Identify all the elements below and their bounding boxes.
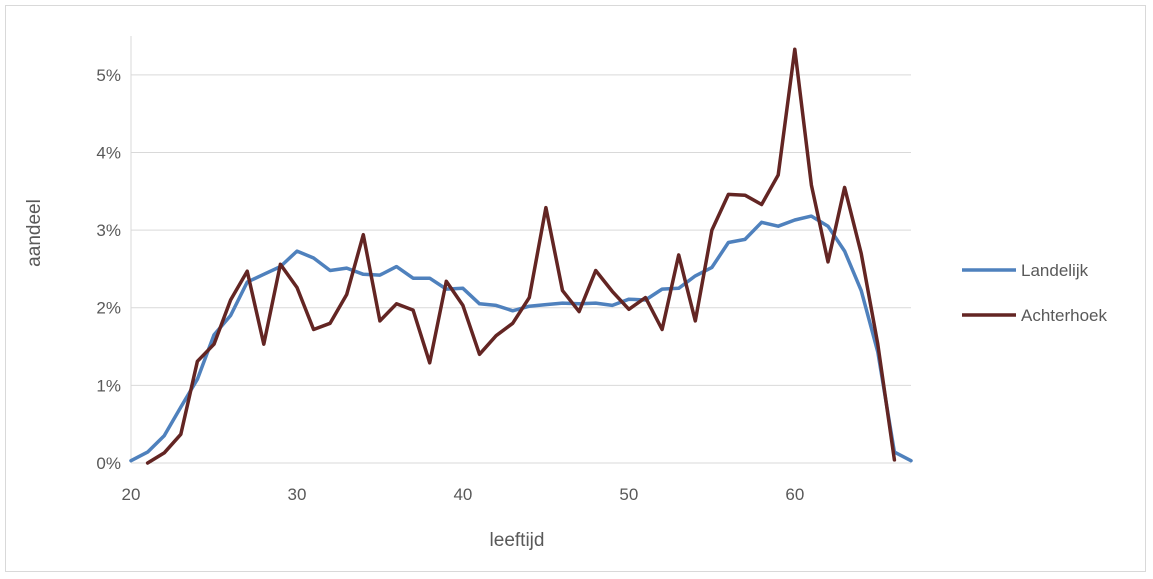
series-line-landelijk xyxy=(129,214,913,463)
x-tick-label: 30 xyxy=(287,485,306,504)
gridlines xyxy=(131,74,911,386)
series-line-achterhoek xyxy=(145,47,897,465)
axes xyxy=(130,36,911,464)
x-tick-label: 60 xyxy=(785,485,804,504)
y-tick-label: 5% xyxy=(96,66,121,85)
x-tick-label: 20 xyxy=(122,485,141,504)
legend-label: Achterhoek xyxy=(1021,306,1107,325)
y-axis-title: aandeel xyxy=(24,199,45,267)
y-tick-label: 0% xyxy=(96,454,121,473)
y-tick-label: 4% xyxy=(96,143,121,162)
y-axis-ticks: 0% 1% 2% 3% 4% 5% xyxy=(96,66,121,473)
legend-item: Landelijk xyxy=(962,261,1089,280)
y-tick-label: 3% xyxy=(96,221,121,240)
x-tick-label: 50 xyxy=(619,485,638,504)
y-tick-label: 2% xyxy=(96,299,121,318)
legend-label: Landelijk xyxy=(1021,261,1089,280)
x-tick-label: 40 xyxy=(453,485,472,504)
series-lines xyxy=(129,47,913,465)
legend: Landelijk Achterhoek xyxy=(962,261,1107,325)
y-tick-label: 1% xyxy=(96,376,121,395)
x-axis-title: leeftijd xyxy=(490,530,545,551)
chart-frame xyxy=(5,5,1146,572)
x-axis-ticks: 20 30 40 50 60 xyxy=(122,485,805,504)
legend-item: Achterhoek xyxy=(962,306,1107,325)
